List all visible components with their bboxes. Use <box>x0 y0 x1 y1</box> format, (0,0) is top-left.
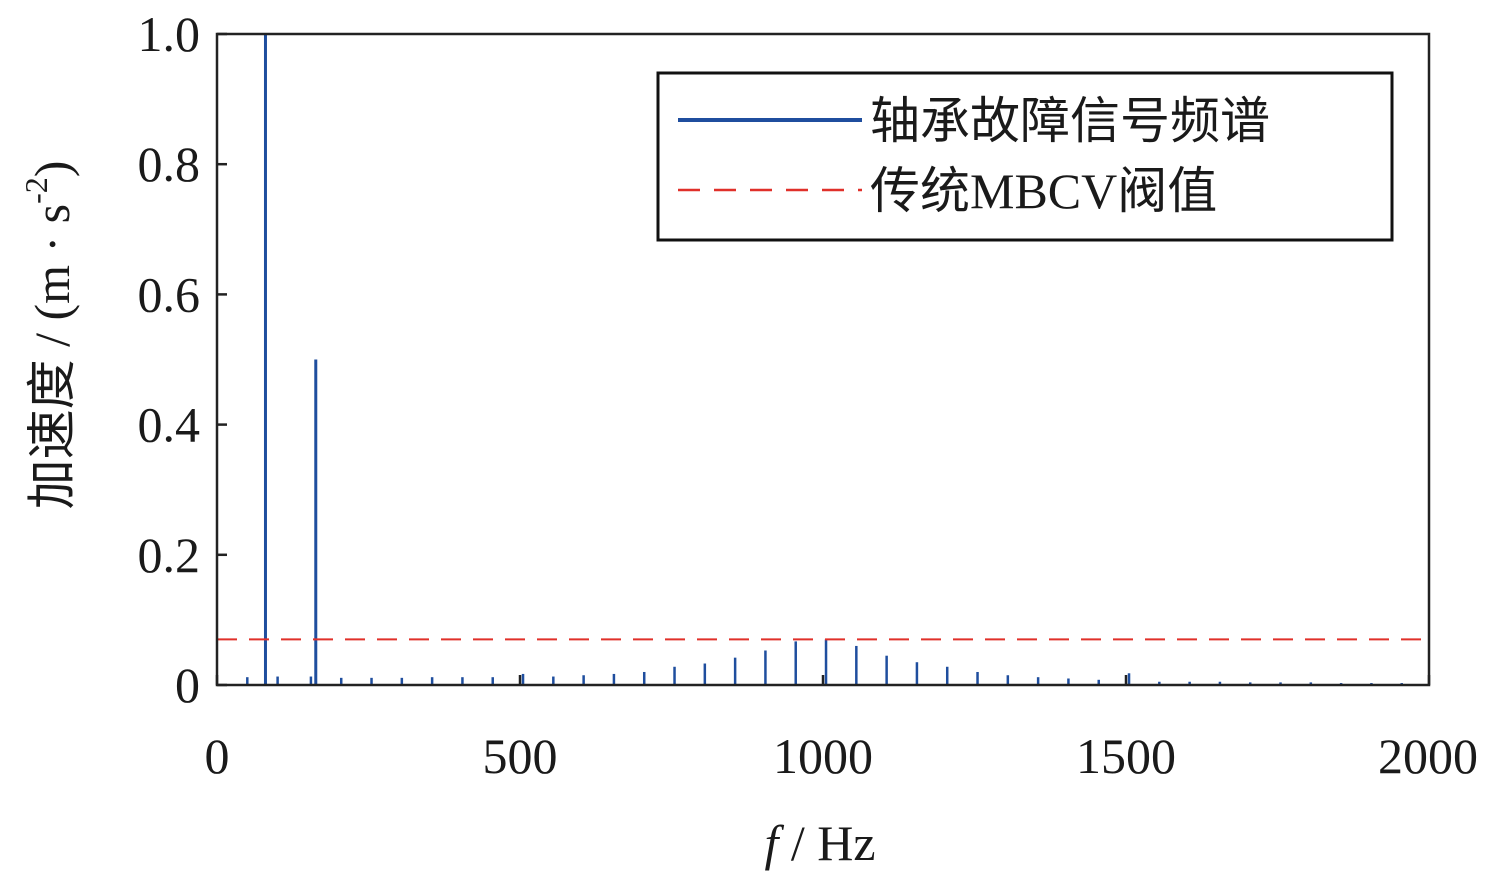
y-tick-label: 0.2 <box>138 527 201 583</box>
x-tick-label: 1000 <box>773 728 873 784</box>
tick-layer: 0 0.2 0.4 0.6 0.8 1.0 0 500 1000 1500 2000 <box>138 6 1479 784</box>
y-tick-label: 0.4 <box>138 397 201 453</box>
legend: 轴承故障信号频谱 传统MBCV阀值 <box>656 71 1394 242</box>
y-tick-label: 1.0 <box>138 6 201 62</box>
y-axis-title: 加速度 / (m · s-2) <box>18 161 80 510</box>
x-tick-label: 500 <box>483 728 558 784</box>
y-tick-label: 0.6 <box>138 266 201 322</box>
y-tick-label: 0.8 <box>138 136 201 192</box>
y-tick-label: 0 <box>175 657 200 713</box>
y-axis-title-exponent: -2 <box>18 177 54 204</box>
y-axis-title-main: 加速度 / (m · s <box>24 204 80 510</box>
x-axis-title-unit: / Hz <box>778 815 875 871</box>
legend-label-spectrum: 轴承故障信号频谱 <box>870 93 1270 149</box>
legend-box <box>656 71 1394 242</box>
x-tick-label: 0 <box>205 728 230 784</box>
x-tick-label: 1500 <box>1076 728 1176 784</box>
x-tick-label: 2000 <box>1378 728 1478 784</box>
legend-label-threshold: 传统MBCV阀值 <box>870 163 1217 219</box>
y-axis-title-close: ) <box>24 161 80 178</box>
x-axis-title: f / Hz <box>764 815 875 871</box>
